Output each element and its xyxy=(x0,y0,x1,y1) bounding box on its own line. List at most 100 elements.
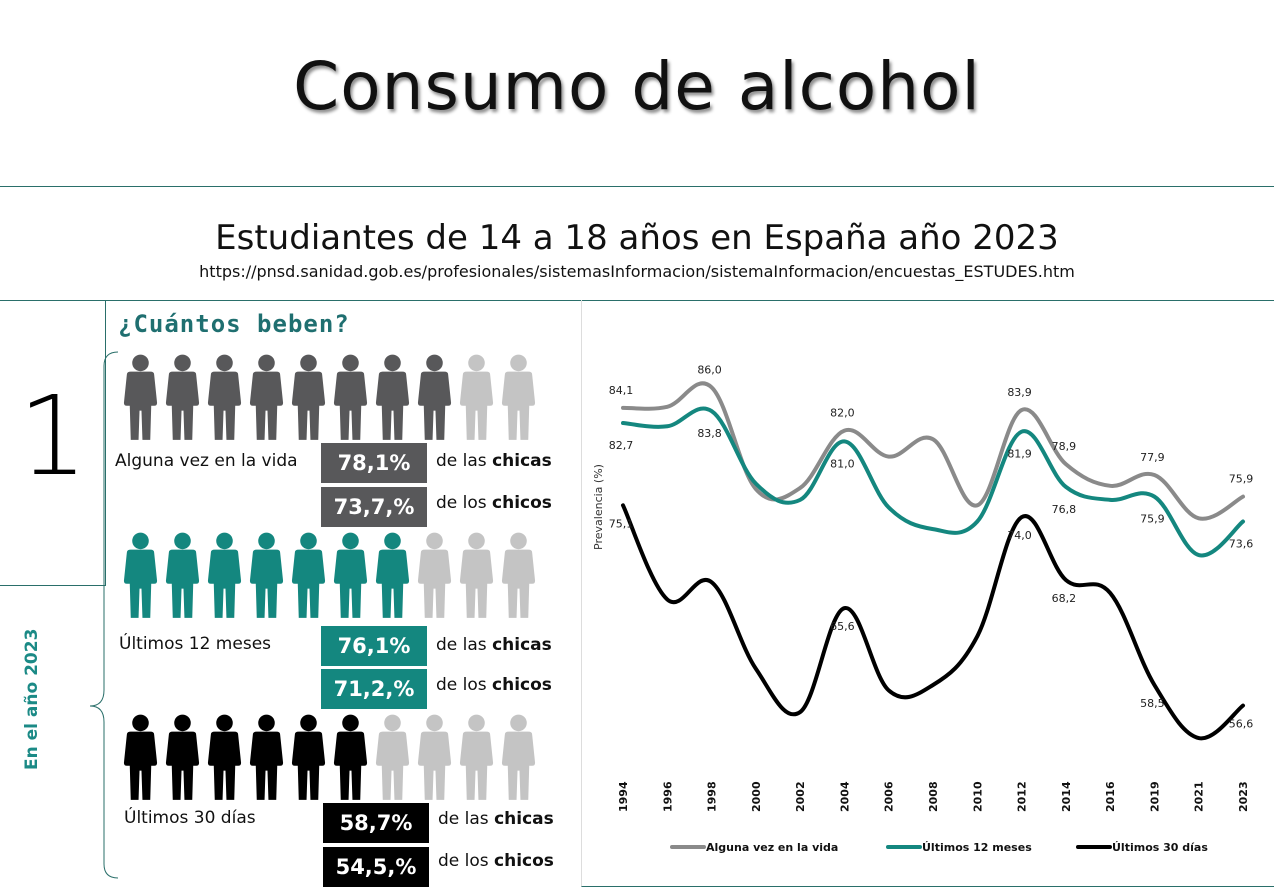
person-icon xyxy=(501,354,536,440)
number-frame xyxy=(0,300,106,586)
x-tick-label: 2008 xyxy=(927,781,940,812)
girls-word: chicas xyxy=(492,635,552,655)
boys-word: chicos xyxy=(492,675,552,695)
person-icon xyxy=(501,714,536,800)
person-icon xyxy=(459,532,494,618)
boys-percent-lifetime: 73,7,% xyxy=(321,487,427,527)
category-label-12-months: Últimos 12 meses xyxy=(119,634,272,654)
girls-percent-lifetime: 78,1% xyxy=(321,443,427,483)
person-icon xyxy=(249,354,284,440)
person-icon xyxy=(459,354,494,440)
x-tick-label: 2002 xyxy=(794,781,807,812)
boys-word: chicos xyxy=(494,851,554,871)
data-label: 76,8 xyxy=(1052,503,1077,516)
person-icon xyxy=(291,714,326,800)
legend-label: Últimos 30 días xyxy=(1112,841,1208,854)
series-line-2 xyxy=(621,503,1245,741)
boys-prefix: de los xyxy=(438,851,495,871)
boys-label-lifetime: de los chicos xyxy=(436,493,552,513)
person-icon xyxy=(333,354,368,440)
data-label: 78,9 xyxy=(1052,440,1077,453)
girls-prefix: de las xyxy=(436,451,493,471)
data-label: 74,0 xyxy=(1007,529,1032,542)
x-tick-label: 2000 xyxy=(750,781,763,812)
y-axis-label: Prevalencia (%) xyxy=(592,464,605,550)
person-icon xyxy=(417,714,452,800)
x-tick-label: 2019 xyxy=(1148,781,1161,812)
person-icon xyxy=(207,354,242,440)
people-row-12-months xyxy=(121,532,538,620)
header-divider xyxy=(0,186,1274,187)
girls-percent-12-months: 76,1% xyxy=(321,626,427,666)
category-label-lifetime: Alguna vez en la vida xyxy=(115,451,298,471)
data-label: 56,6 xyxy=(1229,718,1254,731)
person-icon xyxy=(459,714,494,800)
x-tick-label: 2004 xyxy=(838,781,851,812)
boys-percent-30-days: 54,5,% xyxy=(323,847,429,887)
source-link[interactable]: https://pnsd.sanidad.gob.es/profesionale… xyxy=(199,262,1075,281)
legend-label: Alguna vez en la vida xyxy=(706,841,838,854)
group-brace xyxy=(89,351,119,879)
girls-word: chicas xyxy=(492,451,552,471)
person-icon xyxy=(291,354,326,440)
boys-percent-12-months: 71,2,% xyxy=(321,669,427,709)
girls-prefix: de las xyxy=(438,809,495,829)
data-label: 86,0 xyxy=(697,363,722,376)
girls-label-30-days: de las chicas xyxy=(438,809,554,829)
people-row-30-days xyxy=(121,714,538,802)
data-label: 73,6 xyxy=(1229,538,1254,551)
person-icon xyxy=(207,714,242,800)
girls-percent-30-days: 58,7% xyxy=(323,803,429,843)
page-title: Consumo de alcohol xyxy=(293,48,981,125)
person-icon xyxy=(375,354,410,440)
x-tick-label: 2010 xyxy=(971,781,984,812)
girls-prefix: de las xyxy=(436,635,493,655)
person-icon xyxy=(417,354,452,440)
person-icon xyxy=(123,714,158,800)
person-icon xyxy=(207,532,242,618)
data-label: 75,1 xyxy=(609,517,634,530)
boys-prefix: de los xyxy=(436,675,493,695)
legend-label: Últimos 12 meses xyxy=(922,841,1032,854)
data-label: 83,9 xyxy=(1007,386,1032,399)
data-label: 82,7 xyxy=(609,439,634,452)
person-icon xyxy=(333,714,368,800)
x-tick-label: 2012 xyxy=(1016,781,1029,812)
x-tick-label: 2021 xyxy=(1193,781,1206,812)
person-icon xyxy=(123,354,158,440)
data-label: 68,2 xyxy=(1052,592,1077,605)
section-number: 1 xyxy=(18,372,88,500)
chart-frame xyxy=(581,300,1274,887)
x-tick-label: 2023 xyxy=(1237,781,1250,812)
person-icon xyxy=(165,714,200,800)
subtitle-divider xyxy=(0,300,1274,301)
data-label: 81,9 xyxy=(1007,448,1032,461)
girls-word: chicas xyxy=(494,809,554,829)
data-label: 82,0 xyxy=(830,407,855,420)
x-tick-label: 2006 xyxy=(883,781,896,812)
data-label: 58,5 xyxy=(1140,697,1165,710)
data-label: 81,0 xyxy=(830,457,855,470)
data-label: 84,1 xyxy=(609,384,634,397)
page-subtitle: Estudiantes de 14 a 18 años en España añ… xyxy=(215,218,1059,258)
x-tick-label: 1998 xyxy=(706,781,719,812)
x-tick-label: 2016 xyxy=(1104,781,1117,812)
person-icon xyxy=(375,714,410,800)
girls-label-12-months: de las chicas xyxy=(436,635,552,655)
person-icon xyxy=(333,532,368,618)
person-icon xyxy=(249,532,284,618)
question-heading: ¿Cuántos beben? xyxy=(118,310,350,338)
boys-label-12-months: de los chicos xyxy=(436,675,552,695)
x-tick-label: 1996 xyxy=(661,781,674,812)
data-label: 75,9 xyxy=(1229,473,1254,486)
boys-prefix: de los xyxy=(436,493,493,513)
person-icon xyxy=(501,532,536,618)
data-label: 83,8 xyxy=(697,427,722,440)
boys-label-30-days: de los chicos xyxy=(438,851,554,871)
boys-word: chicos xyxy=(492,493,552,513)
x-tick-label: 1994 xyxy=(617,781,630,812)
person-icon xyxy=(123,532,158,618)
person-icon xyxy=(165,354,200,440)
data-label: 65,6 xyxy=(830,620,855,633)
girls-label-lifetime: de las chicas xyxy=(436,451,552,471)
